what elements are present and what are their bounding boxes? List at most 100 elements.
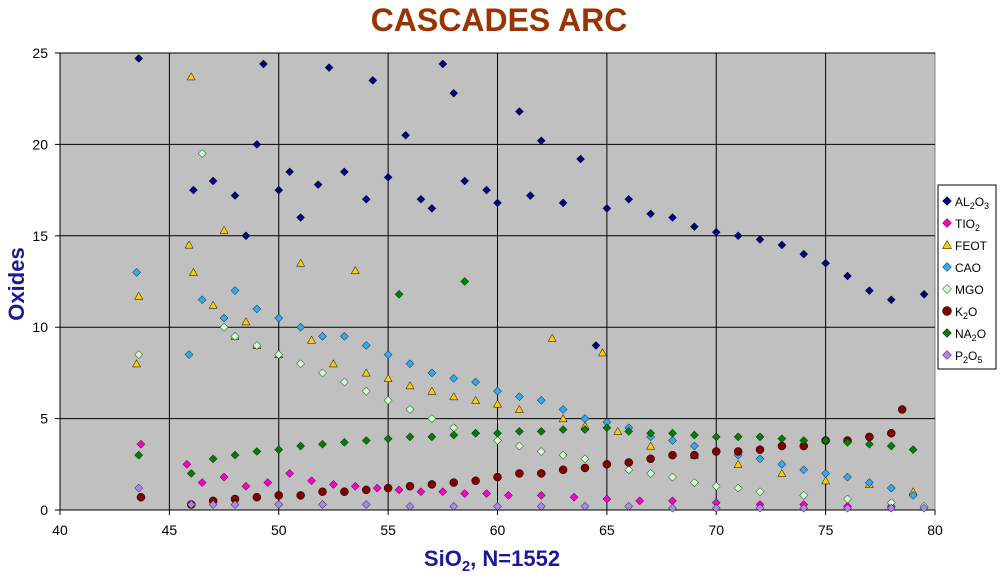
series-p2o5 — [134, 483, 929, 513]
point-p2o5 — [405, 501, 415, 511]
point-k2o — [383, 483, 393, 493]
point-mgo — [799, 491, 809, 500]
point-al2o3 — [515, 107, 524, 116]
point-cao — [558, 405, 568, 414]
x-tick-label: 40 — [52, 522, 68, 538]
point-cao — [405, 359, 415, 369]
point-cao — [230, 286, 240, 295]
x-tick-label: 60 — [490, 522, 506, 538]
point-tio2 — [372, 483, 382, 493]
point-k2o — [537, 469, 546, 478]
x-axis-title: SiO2, N=1552 — [424, 546, 560, 575]
point-k2o — [646, 454, 655, 464]
point-al2o3 — [449, 88, 459, 98]
point-k2o — [362, 485, 371, 495]
y-tick-label: 0 — [40, 502, 48, 518]
point-mgo — [340, 377, 349, 387]
point-k2o — [887, 428, 896, 438]
point-k2o — [558, 465, 568, 475]
point-mgo — [383, 395, 393, 405]
point-cao — [580, 414, 590, 423]
chart-title: CASCADES ARC — [370, 2, 628, 38]
point-mgo — [558, 450, 568, 460]
point-cao — [471, 377, 480, 387]
point-mgo — [733, 483, 743, 493]
point-na2o — [274, 445, 284, 455]
legend-label-mgo: MGO — [955, 283, 984, 297]
point-al2o3 — [427, 204, 437, 213]
point-k2o — [449, 478, 458, 487]
point-na2o — [383, 434, 393, 444]
legend-label-tio2: TIO2 — [955, 217, 980, 233]
point-na2o — [186, 469, 196, 478]
point-k2o — [602, 460, 612, 469]
legend-label-na2o: NA2O — [955, 327, 986, 343]
point-tio2 — [136, 439, 146, 449]
point-k2o — [136, 492, 146, 502]
legend-box — [937, 184, 997, 370]
point-p2o5 — [843, 503, 852, 513]
point-al2o3 — [493, 198, 502, 208]
point-feot — [821, 476, 831, 485]
point-mgo — [690, 478, 699, 487]
point-feot — [547, 333, 557, 342]
point-cao — [799, 465, 809, 475]
point-cao — [777, 459, 787, 469]
point-feot — [134, 291, 144, 300]
x-tick-label: 65 — [599, 522, 615, 538]
point-al2o3 — [368, 76, 378, 85]
point-cao — [493, 386, 502, 396]
point-p2o5 — [449, 501, 459, 511]
point-al2o3 — [259, 59, 268, 69]
point-na2o — [460, 277, 470, 286]
point-k2o — [690, 450, 699, 460]
point-feot — [598, 348, 607, 357]
point-tio2 — [182, 459, 192, 469]
point-tio2 — [307, 476, 316, 486]
point-al2o3 — [252, 140, 262, 149]
x-tick-label: 70 — [708, 522, 724, 538]
legend-label-feot: FEOT — [955, 239, 988, 253]
point-na2o — [711, 432, 721, 442]
y-tick-label: 10 — [32, 319, 48, 335]
legend-marker-cao — [942, 262, 952, 272]
point-na2o — [755, 432, 765, 442]
point-tio2 — [394, 485, 404, 495]
y-axis-title: Oxides — [4, 247, 29, 320]
point-al2o3 — [711, 227, 721, 237]
point-tio2 — [329, 480, 338, 489]
point-al2o3 — [401, 130, 410, 140]
point-cao — [886, 483, 896, 493]
point-feot — [383, 373, 393, 382]
point-k2o — [668, 450, 677, 460]
point-k2o — [252, 492, 262, 502]
point-feot — [733, 459, 743, 468]
point-na2o — [886, 441, 896, 451]
point-tio2 — [635, 496, 645, 506]
point-na2o — [799, 436, 809, 445]
point-al2o3 — [383, 172, 393, 182]
point-feot — [132, 359, 141, 368]
point-cao — [184, 350, 194, 359]
point-al2o3 — [886, 295, 896, 305]
point-na2o — [865, 439, 874, 449]
point-p2o5 — [711, 503, 721, 513]
point-p2o5 — [886, 503, 896, 513]
point-na2o — [602, 423, 612, 433]
point-tio2 — [285, 469, 295, 478]
point-p2o5 — [536, 501, 546, 511]
point-cao — [383, 350, 393, 359]
point-na2o — [394, 289, 404, 299]
point-tio2 — [602, 494, 612, 504]
legend-label-k2o: K2O — [955, 305, 977, 321]
point-cao — [132, 268, 141, 277]
point-feot — [350, 266, 360, 274]
point-al2o3 — [690, 222, 699, 232]
point-k2o — [515, 469, 524, 478]
point-feot — [558, 414, 568, 423]
y-tick-label: 5 — [40, 411, 48, 427]
point-cao — [821, 469, 830, 478]
point-al2o3 — [602, 204, 612, 213]
point-k2o — [274, 491, 283, 500]
point-p2o5 — [624, 501, 634, 511]
